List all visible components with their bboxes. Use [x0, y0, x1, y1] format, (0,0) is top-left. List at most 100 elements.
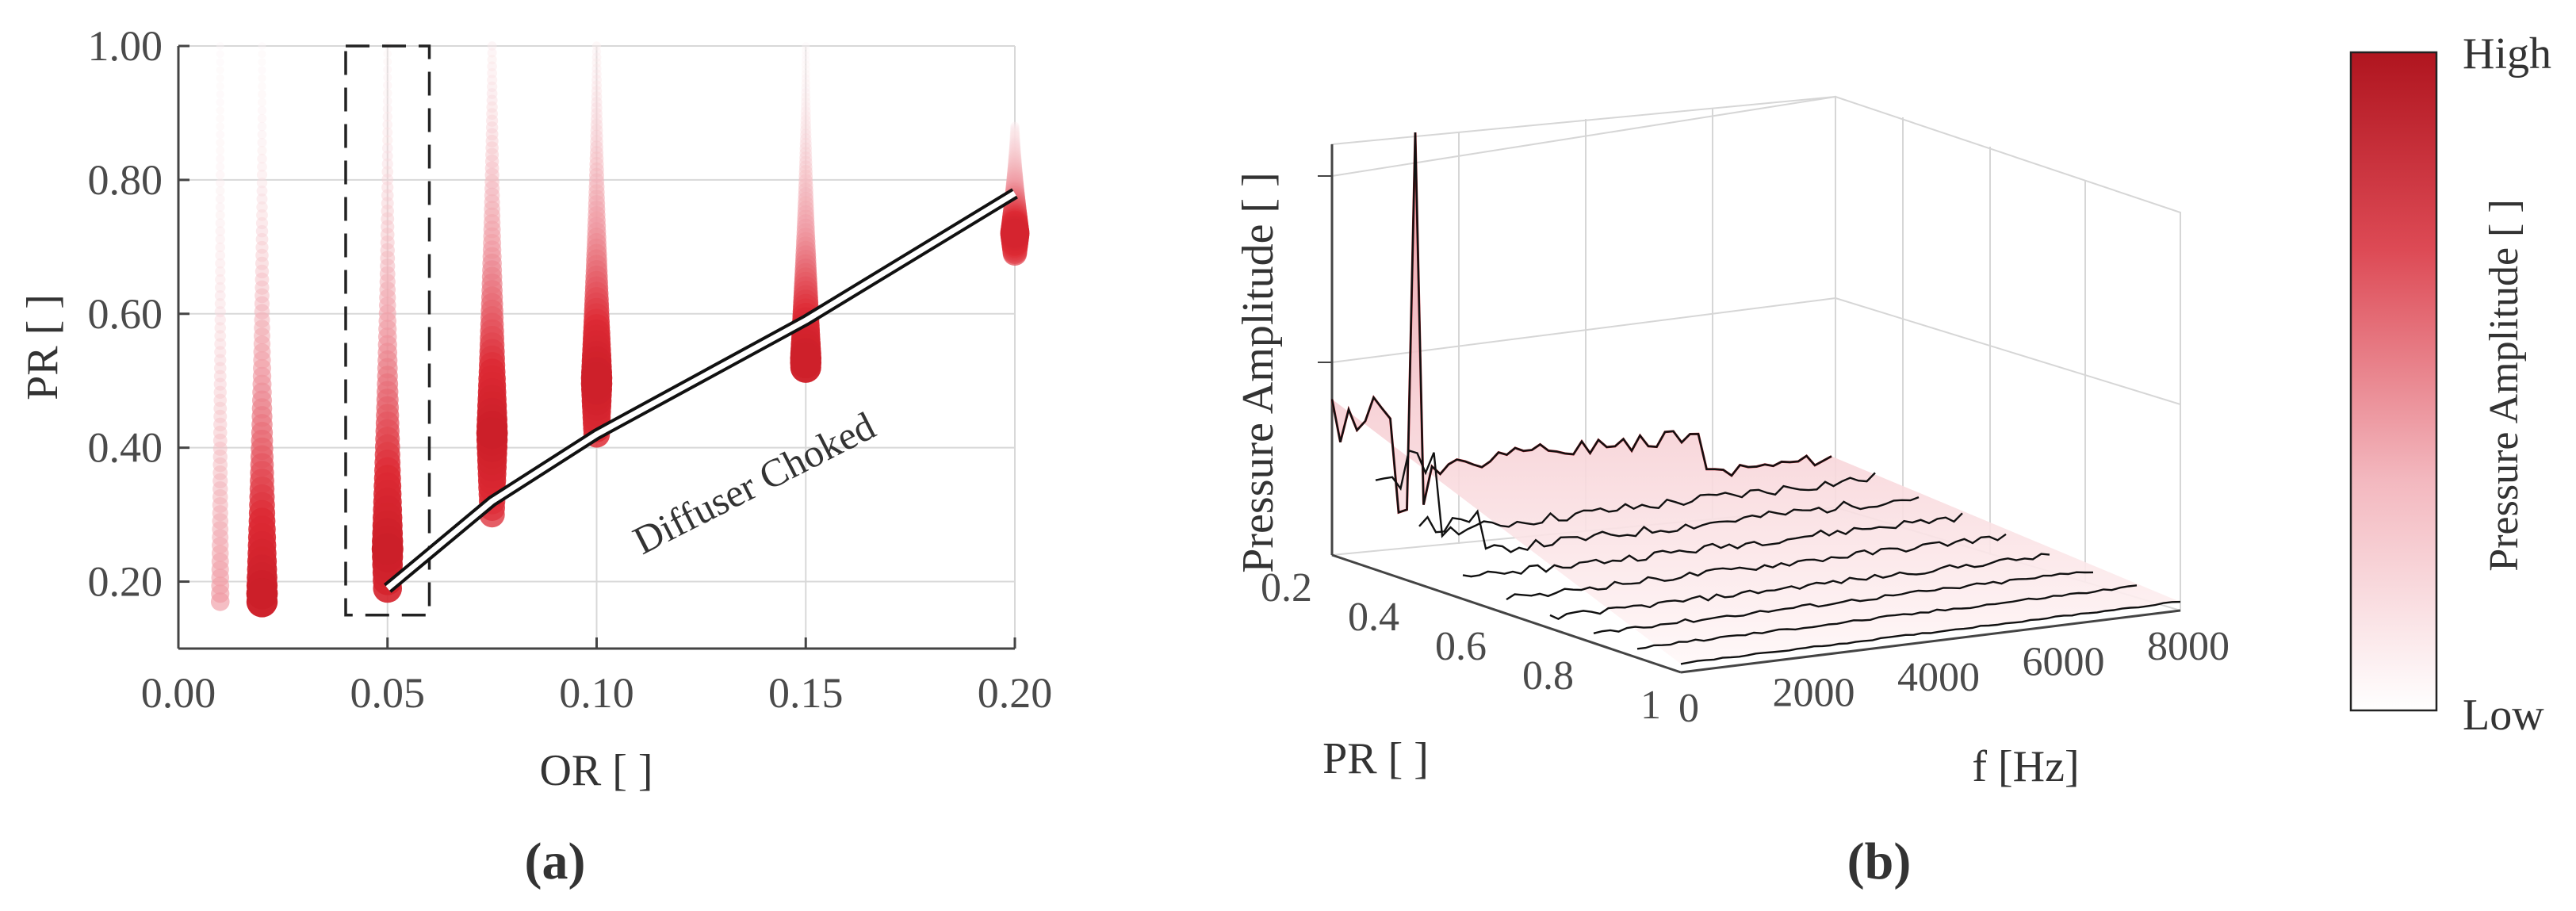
- scatter-point: [383, 65, 392, 75]
- scatter-point: [257, 137, 267, 147]
- surface-profile-line: [1506, 533, 2007, 601]
- scatter-point: [381, 143, 393, 154]
- scatter-point: [801, 87, 811, 98]
- scatter-point: [382, 96, 392, 106]
- scatter-point: [1009, 144, 1021, 157]
- panel-b-surface: [1330, 132, 2181, 665]
- panel-b-f-axis-label: f [Hz]: [1972, 742, 2079, 791]
- scatter-point: [216, 58, 224, 67]
- scatter-point: [381, 150, 393, 162]
- scatter-point: [216, 146, 225, 155]
- scatter-point: [213, 377, 227, 391]
- surface-profile-line: [1593, 571, 2094, 634]
- panel-b-f-axis: [1680, 609, 2181, 674]
- scatter-point: [215, 226, 225, 236]
- highlight-box: [344, 44, 431, 617]
- panel-b-caption: (b): [1847, 833, 1912, 890]
- scatter-point: [382, 88, 392, 98]
- scatter-point: [486, 101, 498, 113]
- scatter-point: [214, 306, 226, 318]
- panel-a-x-tick-label: 0.15: [768, 669, 844, 717]
- panel-b-pr-tick-label: 0.6: [1435, 624, 1487, 669]
- scatter-point: [383, 80, 392, 90]
- scatter-point: [256, 177, 268, 189]
- panel-b-pr-axis-label: PR [ ]: [1322, 734, 1429, 783]
- scatter-point: [258, 58, 266, 67]
- panel-b-tick-labels: 0 2000 4000 6000 8000 0.2 0.4 0.6 0.8 1: [1261, 565, 2230, 731]
- scatter-point: [256, 169, 268, 181]
- scatter-point: [487, 75, 498, 86]
- scatter-point: [215, 234, 225, 244]
- panel-a-tick-labels: 0.20 0.40 0.60 0.80 1.00 0.00 0.05 0.10 0.15 0.20: [88, 22, 1053, 717]
- scatter-point: [210, 592, 230, 611]
- scatter-point: [215, 258, 226, 269]
- scatter-point: [216, 138, 225, 147]
- scatter-point: [255, 224, 269, 238]
- colorbar-label: Pressure Amplitude [ ]: [2482, 199, 2527, 571]
- choke-line-label: Diffuser Choked: [626, 403, 882, 562]
- colorbar-gradient: [2349, 51, 2438, 712]
- scatter-point: [216, 178, 225, 188]
- scatter-point: [485, 128, 499, 141]
- scatter-point: [591, 107, 603, 120]
- panel-a-data-points: [210, 41, 1030, 618]
- scatter-point: [258, 66, 266, 75]
- scatter-point: [486, 88, 498, 99]
- scatter-point: [800, 110, 811, 121]
- scatter-point: [214, 281, 226, 293]
- scatter-point: [1009, 134, 1020, 145]
- scatter-point: [213, 369, 227, 383]
- scatter-point: [214, 289, 226, 301]
- panel-b-f-tick-label: 6000: [2023, 640, 2105, 685]
- scatter-point: [485, 134, 499, 148]
- panel-b-pr-tick-label: 1: [1640, 683, 1661, 728]
- scatter-point: [801, 83, 810, 93]
- scatter-point: [257, 161, 267, 172]
- scatter-point: [801, 101, 811, 112]
- scatter-point: [382, 127, 393, 138]
- scatter-point: [216, 130, 225, 140]
- scatter-point: [590, 118, 603, 132]
- panel-a-y-tick-label: 0.20: [88, 558, 163, 606]
- scatter-point: [216, 170, 225, 180]
- scatter-point: [1009, 128, 1020, 139]
- scatter-point: [216, 42, 224, 50]
- scatter-point: [591, 63, 602, 74]
- scatter-point: [801, 60, 810, 69]
- surface-profile-line: [1462, 512, 1963, 578]
- surface-sheet: [1332, 132, 2180, 664]
- scatter-point: [255, 240, 269, 255]
- scatter-point: [257, 113, 267, 124]
- scatter-point: [800, 128, 812, 140]
- scatter-point: [382, 104, 392, 114]
- scatter-point: [214, 354, 227, 366]
- scatter-point: [1010, 127, 1020, 137]
- scatter-point: [215, 274, 226, 285]
- scatter-point: [214, 346, 227, 358]
- scatter-point: [487, 41, 497, 51]
- panel-a-x-tick-label: 0.00: [141, 669, 216, 717]
- scatter-point: [258, 98, 266, 107]
- scatter-point: [258, 50, 266, 59]
- panel-b-f-tick-label: 2000: [1773, 671, 1855, 716]
- scatter-point: [487, 48, 497, 58]
- scatter-point: [801, 97, 811, 107]
- scatter-point: [485, 121, 499, 134]
- panel-b-f-tick-label: 8000: [2147, 624, 2230, 669]
- scatter-point: [381, 189, 394, 202]
- scatter-point: [382, 112, 392, 122]
- scatter-point: [591, 41, 602, 51]
- scatter-point: [214, 338, 227, 350]
- surface-profile-line: [1375, 449, 1876, 538]
- panel-a-y-tick-label: 0.80: [88, 156, 163, 204]
- scatter-point: [486, 108, 499, 121]
- panel-a-y-tick-label: 1.00: [88, 22, 163, 70]
- panel-a-x-tick-label: 0.20: [978, 669, 1053, 717]
- scatter-point: [800, 105, 811, 117]
- panel-a-y-tick-label: 0.40: [88, 424, 163, 472]
- scatter-point: [382, 135, 393, 146]
- panel-b-floor-axes: [1330, 144, 2181, 674]
- scatter-point: [591, 86, 603, 97]
- scatter-point: [215, 266, 226, 278]
